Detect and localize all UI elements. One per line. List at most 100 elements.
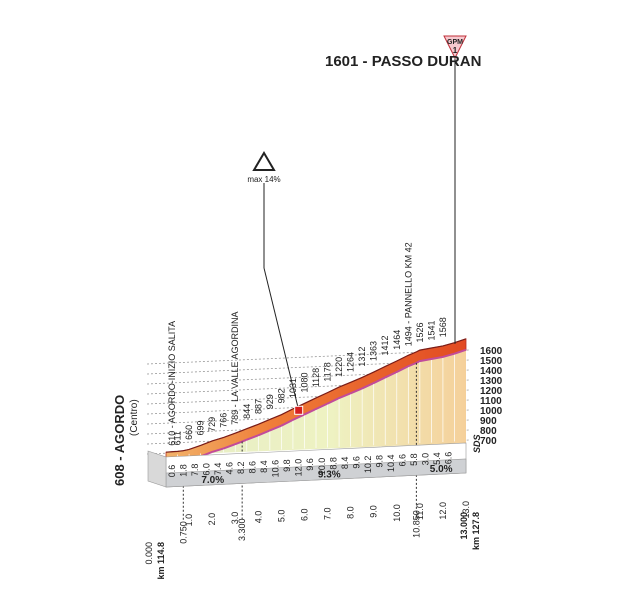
gradient-value: 6.6	[398, 454, 408, 467]
segment-average: 9.3%	[318, 469, 341, 480]
x-special-tick-label: 10.850	[411, 510, 421, 538]
altitude-label: 1363	[369, 341, 379, 361]
gradient-value: 6.6	[444, 452, 454, 465]
gradient-value: 4.6	[224, 462, 234, 475]
gradient-value: 9.8	[374, 455, 384, 468]
x-tick-label: 10.0	[392, 504, 402, 522]
chart-title: 1601 - PASSO DURAN	[325, 53, 481, 70]
y-tick-label: 1400	[480, 366, 503, 377]
max-gradient-leader-diag	[263, 267, 300, 411]
altitude-label: 611	[173, 431, 183, 445]
gradient-value: 10.0	[317, 458, 327, 476]
x-tick-label: 1.0	[184, 514, 194, 527]
altitude-label: 1312	[357, 347, 367, 367]
x-tick-label: 11.0	[415, 503, 425, 520]
gradient-value: 8.4	[259, 460, 269, 473]
gradient-value: 9.6	[351, 456, 361, 469]
road-ridge-line	[165, 338, 467, 453]
x-tick-label: 5.0	[276, 510, 286, 523]
altitude-label: 982	[276, 388, 286, 403]
gradient-value: 10.2	[363, 456, 373, 474]
terrain-layer	[165, 338, 467, 520]
x-tick-label: 2.0	[207, 513, 217, 526]
altitude-label: 1080	[299, 372, 309, 392]
y-tick-label: 1200	[480, 386, 503, 397]
x-tick-label: 3.0	[230, 512, 240, 525]
max-gradient-label: max 14%	[247, 175, 280, 184]
altitude-label: 929	[265, 394, 275, 409]
x-tick-label: 9.0	[369, 505, 379, 518]
gradient-value: 8.4	[340, 457, 350, 470]
warning-triangle-icon	[252, 151, 276, 171]
gradient-value: 9.6	[305, 458, 315, 471]
y-tick-label: 800	[480, 426, 497, 437]
gpm-badge-icon	[443, 35, 467, 60]
gradient-band: 0.6 1.8 7.8 6.0 7.4 4.6 8.2 8.6 8.4 10.6 9.8 12.0 9.…	[147, 442, 471, 544]
band-left-cap	[147, 450, 167, 488]
terrain-front-face	[166, 349, 466, 464]
gradient-value: 10.4	[386, 454, 396, 472]
altitude-label: 766	[219, 413, 229, 428]
gradient-value: 0.6	[167, 465, 177, 478]
altitude-label: 660	[184, 425, 194, 440]
gpm-badge-label: GPM	[447, 39, 463, 46]
altitude-label: 1178	[323, 362, 333, 381]
altitude-label: 729	[207, 417, 217, 432]
x-tick-label: 6.0	[299, 509, 309, 522]
start-km-climb: 0.000	[144, 542, 154, 565]
altitude-label: 699	[196, 420, 206, 435]
x-tick-label: 7.0	[323, 507, 333, 520]
gradient-value: 5.8	[409, 453, 419, 466]
altitude-label: 1464	[392, 330, 402, 350]
gradient-value: 1.8	[178, 464, 188, 477]
altitude-label: 1220	[334, 357, 344, 377]
y-tick-label: 900	[480, 416, 497, 427]
start-name: 608 - AGORDO	[112, 395, 127, 486]
max-gradient-point	[294, 405, 304, 415]
x-tick-label: 4.0	[253, 511, 263, 524]
y-tick-label: 1100	[480, 396, 502, 407]
altitude-label: 610 - AGORDO-INIZIO SALITA	[167, 321, 177, 446]
gradient-value: 9.8	[282, 459, 292, 472]
altitude-label: 1526	[415, 322, 425, 342]
gradient-value: 5.4	[432, 452, 442, 465]
altitude-label: 1412	[380, 336, 390, 356]
altitude-label: 1128	[311, 368, 321, 387]
segment-average: 5.0%	[430, 464, 453, 475]
gradient-value: 7.4	[213, 463, 223, 476]
y-tick-label: 1000	[480, 406, 503, 417]
x-tick-label: 8.0	[346, 506, 356, 519]
altitude-label: 887	[253, 399, 263, 414]
x-tick-label: 12.0	[438, 502, 448, 520]
start-km-race: km 114.8	[156, 542, 166, 580]
altitude-label: 789 - LA VALLE AGORDINA	[230, 311, 240, 424]
x-special-tick-label: 3.300	[237, 518, 247, 541]
gradient-value: 10.6	[271, 460, 281, 478]
altitude-label: 1494 - PANNELLO KM 42	[403, 242, 413, 346]
x-special-tick-label: 0.750	[178, 521, 188, 544]
y-tick-label: 1500	[480, 356, 503, 367]
gradient-value: 7.8	[190, 464, 200, 477]
y-tick-label: 1600	[480, 346, 503, 357]
altitude-label: 1541	[426, 320, 436, 340]
gradient-value: 8.8	[328, 457, 338, 470]
gradient-value: 12.0	[294, 459, 304, 477]
finish-km-climb: 13.000	[459, 512, 469, 540]
gradient-value: 8.6	[248, 461, 258, 474]
segment-average: 7.0%	[201, 475, 224, 486]
gpm-badge-category: 1	[453, 46, 458, 55]
altitude-label: 844	[242, 404, 252, 419]
altitude-label: 1568	[438, 317, 448, 337]
y-tick-label: 700	[480, 436, 497, 447]
altitude-label: 1264	[346, 352, 356, 372]
gradient-value: 3.0	[421, 453, 431, 466]
gradient-value: 8.2	[236, 461, 246, 474]
finish-km-race: km 127.8	[471, 512, 481, 550]
gradient-value: 6.0	[201, 463, 211, 476]
start-subname: (Centro)	[129, 399, 140, 436]
sds-logo: SDS	[472, 434, 482, 453]
x-tick-label: 13.0	[461, 501, 471, 519]
y-tick-label: 1300	[480, 376, 503, 387]
